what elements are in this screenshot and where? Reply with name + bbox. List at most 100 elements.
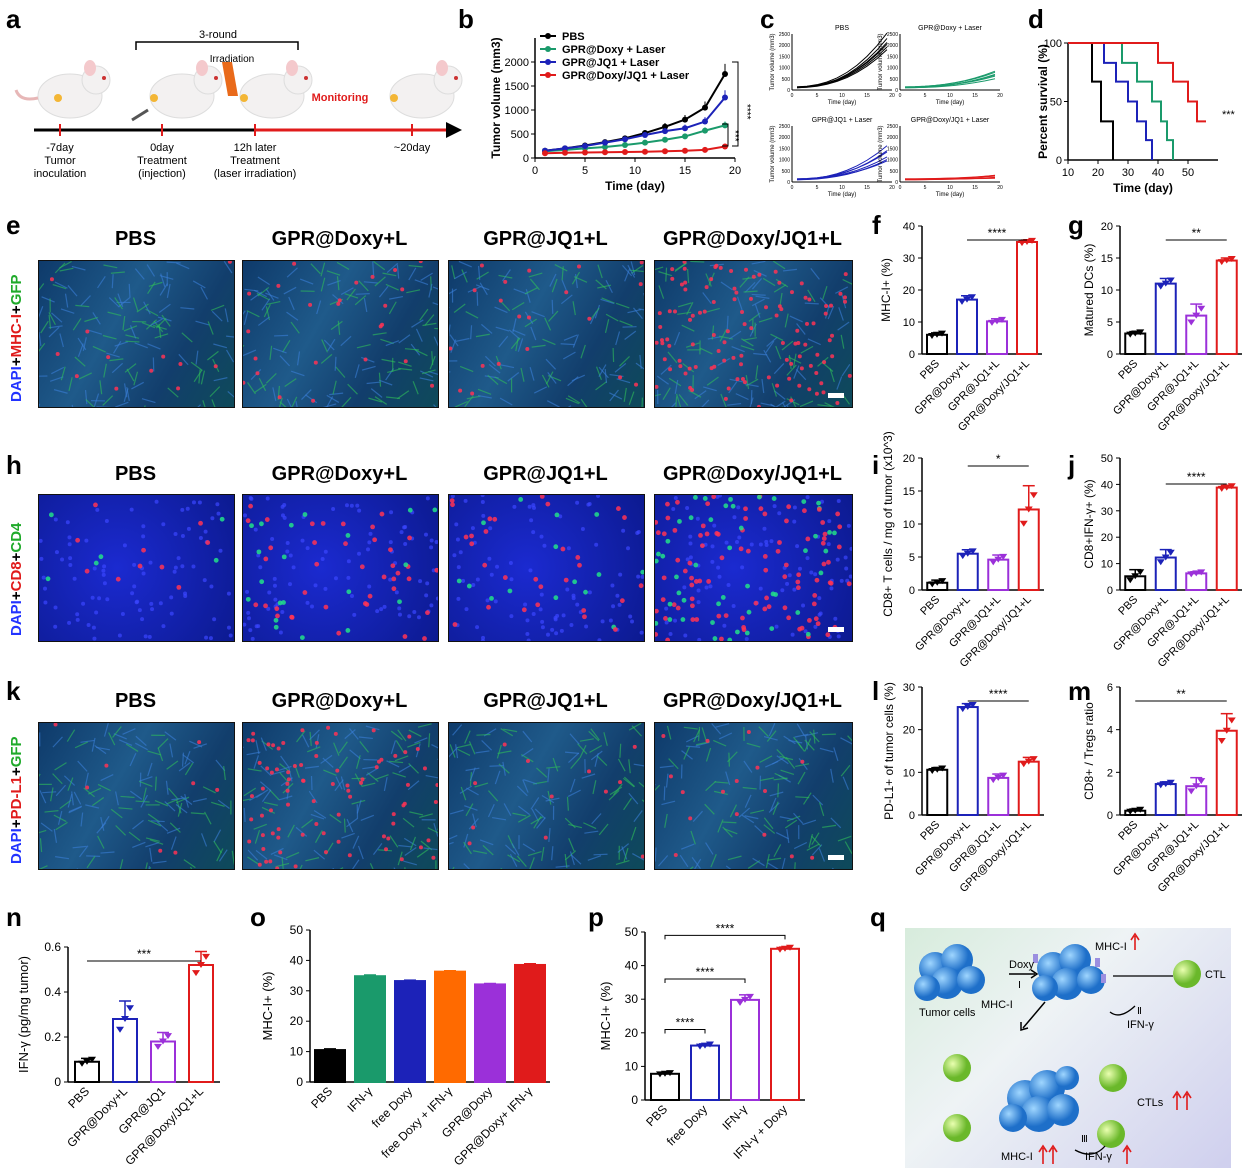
y-tick-label: 40 bbox=[625, 959, 639, 973]
x-tick-label: 0 bbox=[791, 93, 794, 99]
mhc-label: MHC-I bbox=[1095, 941, 1127, 953]
individual-curve bbox=[796, 38, 888, 89]
significance-bracket bbox=[664, 934, 786, 940]
y-axis-label: IFN-γ (pg/mg tumor) bbox=[16, 956, 31, 1073]
significance-bracket bbox=[732, 61, 739, 147]
micrograph-title: GPR@Doxy/JQ1+L bbox=[662, 228, 842, 250]
micrograph-title: GPR@Doxy/JQ1+L bbox=[662, 690, 842, 712]
y-axis-label: Matured DCs (%) bbox=[1082, 244, 1096, 337]
y-tick-label: 10 bbox=[1101, 285, 1113, 297]
micrograph-title: GPR@JQ1+L bbox=[483, 228, 608, 250]
data-point bbox=[1217, 485, 1226, 492]
survival-curve-GPR@Doxy + Laser bbox=[1068, 42, 1174, 160]
data-point bbox=[998, 316, 1006, 323]
data-point bbox=[928, 581, 937, 588]
data-point bbox=[656, 1071, 664, 1078]
y-tick-label: 5 bbox=[909, 552, 915, 564]
data-point bbox=[602, 139, 608, 146]
survival-curve-PBS bbox=[1068, 42, 1114, 160]
data-point bbox=[928, 332, 936, 339]
y-tick-label: 0 bbox=[1107, 349, 1113, 361]
x-tick-label: PBS bbox=[918, 819, 942, 843]
x-tick-label: free Doxy + IFN-γ bbox=[378, 1084, 455, 1161]
mini-chart-title: GPR@Doxy/JQ1 + Laser bbox=[911, 117, 990, 124]
panel-label-f: f bbox=[872, 210, 881, 240]
individual-curve bbox=[904, 71, 996, 88]
individual-curve bbox=[796, 151, 888, 180]
data-point bbox=[736, 999, 744, 1006]
series-line-GPR@JQ1 + Laser bbox=[544, 96, 726, 152]
y-tick-label: 0 bbox=[1107, 810, 1113, 822]
mini-chart-title: PBS bbox=[835, 25, 849, 32]
y-axis-label: CD8+ / Tregs ratio bbox=[1082, 702, 1096, 800]
data-point bbox=[1161, 280, 1170, 287]
y-axis-label: Tumor volume (mm3) bbox=[878, 125, 884, 182]
ctl-cell-icon bbox=[1097, 1120, 1125, 1148]
bar-GPR@Doxy+L bbox=[956, 706, 979, 817]
significance-label: **** bbox=[989, 687, 1008, 701]
bar-GPR@JQ1+L bbox=[987, 776, 1010, 817]
data-point bbox=[542, 150, 548, 157]
y-tick-label: 30 bbox=[290, 984, 304, 998]
data-point bbox=[1227, 717, 1236, 724]
step-label: Ⅰ bbox=[1018, 980, 1021, 991]
data-point bbox=[746, 993, 754, 1000]
data-point bbox=[963, 296, 971, 303]
data-point bbox=[722, 71, 728, 77]
micrograph-title: GPR@JQ1+L bbox=[483, 463, 608, 485]
data-point bbox=[963, 550, 972, 557]
data-point bbox=[702, 104, 708, 111]
data-point bbox=[1197, 305, 1206, 312]
x-tick-label: 10 bbox=[839, 185, 845, 191]
y-tick-label: 20 bbox=[625, 1026, 639, 1040]
data-point bbox=[682, 125, 688, 132]
y-tick-label: 10 bbox=[1101, 559, 1113, 571]
stain-label-part: + bbox=[8, 305, 25, 315]
bar-IFN-γ bbox=[354, 975, 386, 1084]
significance-label: *** bbox=[1222, 109, 1236, 121]
significance-label: **** bbox=[676, 1015, 695, 1029]
timepoint-label: 0day bbox=[150, 142, 174, 154]
y-tick-label: 15 bbox=[903, 486, 915, 498]
data-point bbox=[958, 298, 966, 305]
mouse-illustration bbox=[131, 60, 223, 122]
data-point bbox=[121, 1016, 129, 1022]
data-point bbox=[602, 149, 608, 156]
y-tick-label: 10 bbox=[903, 767, 915, 779]
data-point bbox=[958, 553, 967, 560]
x-tick-label: 15 bbox=[679, 165, 691, 177]
data-point bbox=[1227, 256, 1236, 263]
x-tick-label: PBS bbox=[1116, 594, 1140, 618]
y-axis-label: Tumor volume (mm3) bbox=[770, 33, 776, 90]
data-point bbox=[116, 1026, 124, 1033]
data-point bbox=[999, 553, 1008, 560]
data-point bbox=[928, 768, 937, 775]
bar-free Doxy bbox=[394, 980, 426, 1084]
chart-n: 00.20.40.6PBSGPR@Doxy+LGPR@JQ1GPR@Doxy/J… bbox=[16, 940, 220, 1168]
series-line-PBS bbox=[544, 73, 726, 152]
timepoint-label: Tumor bbox=[44, 155, 76, 167]
bar-GPR@Doxy/JQ1+L bbox=[1016, 241, 1038, 355]
x-tick-label: 10 bbox=[629, 165, 641, 177]
x-tick-label: 20 bbox=[889, 185, 895, 191]
data-point bbox=[963, 704, 972, 711]
panel-label-o: o bbox=[250, 902, 266, 932]
significance-bracket bbox=[664, 1028, 706, 1034]
data-point bbox=[662, 123, 668, 130]
up-arrow-icon bbox=[1182, 1090, 1192, 1110]
y-tick-label: 2 bbox=[1107, 767, 1113, 779]
bar-GPR@Doxy/JQ1+L bbox=[1215, 729, 1238, 817]
y-tick-label: 500 bbox=[511, 129, 529, 141]
survival-curve-GPR@JQ1 + Laser bbox=[1068, 42, 1153, 160]
data-point bbox=[1187, 319, 1196, 326]
data-point bbox=[682, 116, 688, 123]
y-tick-label: 2000 bbox=[887, 43, 898, 49]
data-point bbox=[1024, 506, 1033, 513]
micrograph-title: GPR@Doxy/JQ1+L bbox=[662, 463, 842, 485]
data-point bbox=[702, 118, 708, 125]
y-tick-label: 0.6 bbox=[44, 940, 61, 954]
bar-PBS bbox=[314, 1049, 346, 1083]
data-point bbox=[1029, 756, 1038, 763]
